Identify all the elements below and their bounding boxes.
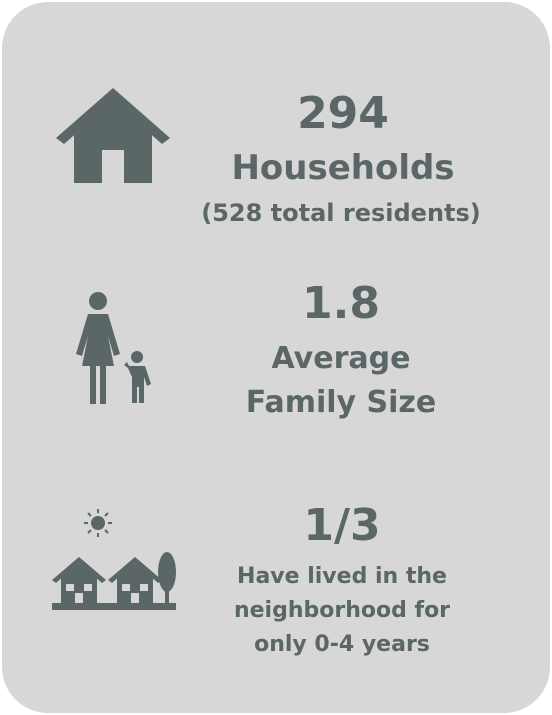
stat-label: Have lived in the neighborhood for only … [233, 564, 451, 657]
house-icon [56, 88, 170, 183]
stat-label: Households [231, 148, 455, 188]
stat-value: 1.8 [302, 278, 380, 329]
stat-label: Average Family Size [245, 341, 437, 420]
stat-note: (528 total residents) [201, 199, 481, 227]
stat-value: 294 [297, 88, 389, 139]
neighborhood-icon [52, 509, 176, 610]
stat-value: 1/3 [303, 500, 381, 551]
family-icon [76, 292, 151, 404]
